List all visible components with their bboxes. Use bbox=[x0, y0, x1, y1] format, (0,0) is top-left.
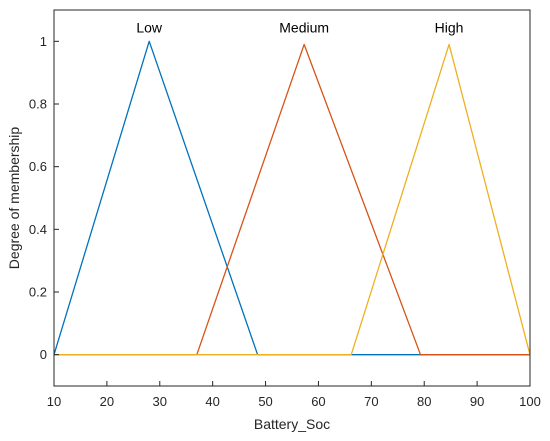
x-tick-label: 20 bbox=[100, 394, 114, 409]
y-axis: 0 0.2 0.4 0.6 0.8 1 bbox=[29, 34, 59, 362]
series-layer bbox=[53, 40, 531, 356]
x-tick-label: 90 bbox=[470, 394, 484, 409]
series-line-medium bbox=[54, 43, 530, 356]
series-line-low bbox=[53, 40, 530, 356]
x-tick-label: 40 bbox=[205, 394, 219, 409]
y-tick-label: 0 bbox=[40, 347, 47, 362]
series-line-high bbox=[54, 43, 531, 356]
x-tick-label: 80 bbox=[417, 394, 431, 409]
y-tick-label: 0.6 bbox=[29, 159, 47, 174]
y-tick-label: 0.8 bbox=[29, 97, 47, 112]
plot-box bbox=[53, 9, 531, 387]
x-tick-label: 70 bbox=[364, 394, 378, 409]
x-tick-label: 30 bbox=[153, 394, 167, 409]
y-tick-label: 1 bbox=[40, 34, 47, 49]
x-tick-label: 100 bbox=[519, 394, 541, 409]
x-tick-label: 50 bbox=[258, 394, 272, 409]
series-label-medium: Medium bbox=[279, 19, 329, 35]
x-axis-label: Battery_Soc bbox=[254, 416, 330, 432]
y-tick-label: 0.4 bbox=[29, 222, 47, 237]
y-tick-label: 0.2 bbox=[29, 285, 47, 300]
y-axis-label: Degree of membership bbox=[6, 127, 22, 270]
x-axis: 10 20 30 40 50 60 70 80 90 100 bbox=[47, 381, 541, 409]
series-label-low: Low bbox=[136, 19, 163, 35]
x-tick-label: 10 bbox=[47, 394, 61, 409]
x-tick-label: 60 bbox=[311, 394, 325, 409]
series-labels: Low Medium High bbox=[136, 19, 463, 35]
series-label-high: High bbox=[435, 19, 464, 35]
